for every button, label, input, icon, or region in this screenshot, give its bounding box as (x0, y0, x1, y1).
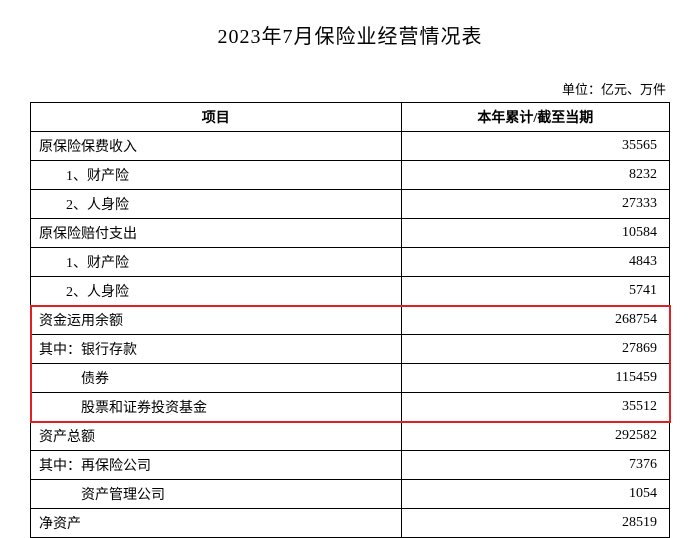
table-row: 2、人身险5741 (31, 277, 670, 306)
header-item: 项目 (31, 103, 402, 132)
value-cell: 292582 (401, 422, 669, 451)
unit-label: 单位：亿元、万件 (30, 79, 670, 98)
table-row: 其中：银行存款27869 (31, 335, 670, 364)
value-cell: 268754 (401, 306, 669, 335)
page-title: 2023年7月保险业经营情况表 (30, 20, 670, 49)
value-cell: 10584 (401, 219, 669, 248)
value-cell: 8232 (401, 161, 669, 190)
table-row: 股票和证券投资基金35512 (31, 393, 670, 422)
value-cell: 27333 (401, 190, 669, 219)
table-row: 其中：再保险公司7376 (31, 451, 670, 480)
item-cell: 资产管理公司 (31, 480, 402, 509)
value-cell: 27869 (401, 335, 669, 364)
table-row: 原保险保费收入35565 (31, 132, 670, 161)
table-body: 原保险保费收入355651、财产险82322、人身险27333原保险赔付支出10… (31, 132, 670, 538)
table-row: 1、财产险8232 (31, 161, 670, 190)
insurance-table: 项目 本年累计/截至当期 原保险保费收入355651、财产险82322、人身险2… (30, 102, 670, 538)
item-cell: 资产总额 (31, 422, 402, 451)
table-row: 2、人身险27333 (31, 190, 670, 219)
table-row: 1、财产险4843 (31, 248, 670, 277)
item-cell: 其中：银行存款 (31, 335, 402, 364)
value-cell: 28519 (401, 509, 669, 538)
table-row: 净资产28519 (31, 509, 670, 538)
table-row: 资产管理公司1054 (31, 480, 670, 509)
item-cell: 资金运用余额 (31, 306, 402, 335)
item-cell: 净资产 (31, 509, 402, 538)
item-cell: 债券 (31, 364, 402, 393)
item-cell: 1、财产险 (31, 161, 402, 190)
value-cell: 35565 (401, 132, 669, 161)
header-row: 项目 本年累计/截至当期 (31, 103, 670, 132)
item-cell: 2、人身险 (31, 190, 402, 219)
item-cell: 2、人身险 (31, 277, 402, 306)
table-wrapper: 项目 本年累计/截至当期 原保险保费收入355651、财产险82322、人身险2… (30, 102, 670, 538)
value-cell: 7376 (401, 451, 669, 480)
table-row: 债券115459 (31, 364, 670, 393)
table-row: 原保险赔付支出10584 (31, 219, 670, 248)
item-cell: 其中：再保险公司 (31, 451, 402, 480)
item-cell: 原保险赔付支出 (31, 219, 402, 248)
value-cell: 35512 (401, 393, 669, 422)
item-cell: 1、财产险 (31, 248, 402, 277)
table-row: 资金运用余额268754 (31, 306, 670, 335)
value-cell: 115459 (401, 364, 669, 393)
table-row: 资产总额292582 (31, 422, 670, 451)
header-value: 本年累计/截至当期 (401, 103, 669, 132)
item-cell: 原保险保费收入 (31, 132, 402, 161)
item-cell: 股票和证券投资基金 (31, 393, 402, 422)
value-cell: 1054 (401, 480, 669, 509)
value-cell: 4843 (401, 248, 669, 277)
value-cell: 5741 (401, 277, 669, 306)
